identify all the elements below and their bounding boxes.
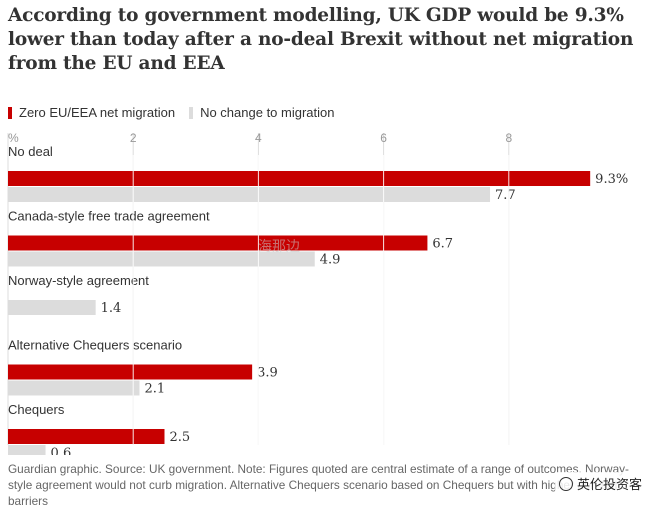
tick-label-6: 6 <box>380 131 387 145</box>
chart-title: According to government modelling, UK GD… <box>8 5 634 74</box>
data-label: 0.6 <box>51 446 72 455</box>
category-label: Norway-style agreement <box>8 273 149 288</box>
bar-zero-migration <box>8 364 253 380</box>
legend-label-no-change: No change to migration <box>200 105 335 120</box>
legend: Zero EU/EEA net migration No change to m… <box>8 105 349 120</box>
watermark: 英伦投资客 <box>554 472 646 495</box>
axis-unit-label: % <box>8 131 19 145</box>
category-label: No deal <box>8 144 53 159</box>
data-label: 9.3% <box>595 172 628 187</box>
bar-no-change <box>8 187 491 202</box>
data-label: 2.1 <box>144 382 165 397</box>
bar-no-change <box>8 300 96 315</box>
wechat-logo-icon <box>558 476 573 491</box>
data-label: 4.9 <box>320 253 341 268</box>
watermark-text: 英伦投资客 <box>576 478 642 493</box>
data-label: 3.9 <box>257 366 278 381</box>
bar-zero-migration <box>8 235 428 251</box>
bar-zero-migration <box>8 429 165 444</box>
legend-swatch-red <box>8 106 12 119</box>
tick-label-4: 4 <box>255 131 262 145</box>
bar-no-change <box>8 445 46 455</box>
data-label: 2.5 <box>170 430 191 445</box>
source-note: Guardian graphic. Source: UK government.… <box>8 462 629 508</box>
bar-zero-migration <box>8 171 591 186</box>
data-label: 1.4 <box>101 301 122 316</box>
data-label: 6.7 <box>432 237 453 252</box>
category-label: Chequers <box>8 402 65 417</box>
legend-swatch-grey <box>189 106 194 119</box>
data-label: 7.7 <box>495 188 516 203</box>
bar-no-change <box>8 380 140 396</box>
bar-no-change <box>8 251 315 267</box>
tick-label-2: 2 <box>130 131 137 145</box>
bar-chart: % 2 4 6 8 No deal 9.3% 7.7 Canada-style free tra… <box>7 131 628 455</box>
category-label: Canada-style free trade agreement <box>8 209 210 224</box>
legend-item-zero-migration: Zero EU/EEA net migration <box>8 105 175 120</box>
legend-label-zero-migration: Zero EU/EEA net migration <box>19 105 176 120</box>
center-watermark: 海那边 <box>258 239 300 255</box>
tick-label-8: 8 <box>505 131 512 145</box>
category-label: Alternative Chequers scenario <box>8 338 182 353</box>
legend-item-no-change: No change to migration <box>189 105 335 120</box>
